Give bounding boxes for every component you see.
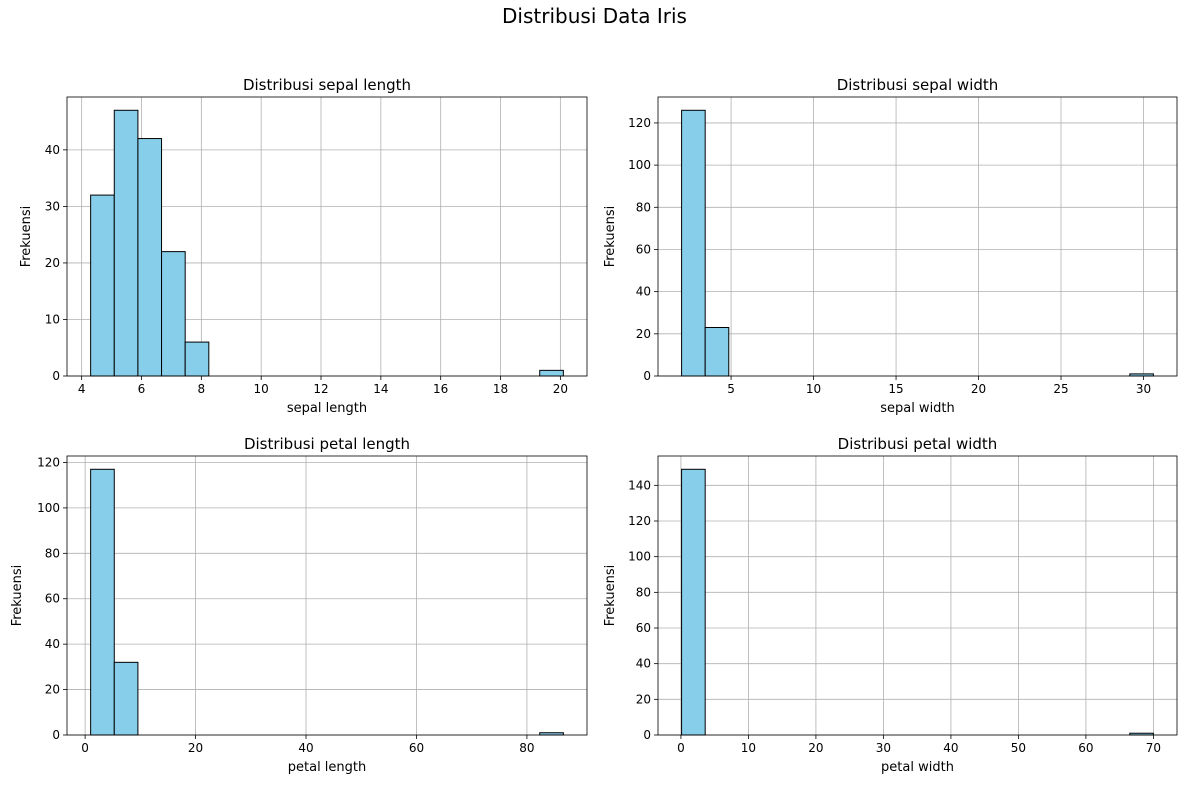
x-tick-label: 20 <box>971 382 986 396</box>
histogram-bar <box>113 661 139 736</box>
x-tick-label: 20 <box>188 741 203 755</box>
subplot-petal-length: 0 20 40 60 80 0 20 40 60 80 100 120 Distribusi petal… <box>10 435 588 775</box>
y-axis-label: Frekuensi <box>603 565 618 627</box>
x-tick-label: 4 <box>78 382 86 396</box>
x-tick-label: 40 <box>943 741 958 755</box>
y-tick-label: 80 <box>636 585 651 599</box>
x-tick-label: 30 <box>1136 382 1151 396</box>
y-tick-label: 60 <box>636 242 651 256</box>
histogram-bar <box>184 341 210 377</box>
x-tick-label: 15 <box>888 382 903 396</box>
histogram-bar <box>704 326 730 377</box>
histogram-bar <box>137 138 163 377</box>
histogram-bar <box>681 109 706 377</box>
x-tick-label: 10 <box>806 382 821 396</box>
histogram-bar <box>681 468 706 736</box>
histogram-bar <box>161 251 186 377</box>
y-tick-label: 80 <box>45 546 60 560</box>
histogram-bar <box>90 194 115 377</box>
subplot-title: Distribusi sepal width <box>837 76 999 94</box>
y-tick-label: 100 <box>628 550 651 564</box>
x-tick-label: 12 <box>313 382 328 396</box>
y-tick-label: 100 <box>628 158 651 172</box>
x-tick-label: 20 <box>553 382 568 396</box>
x-tick-label: 0 <box>81 741 89 755</box>
axes-frame <box>657 455 1178 736</box>
x-tick-label: 50 <box>1011 741 1026 755</box>
x-tick-label: 6 <box>138 382 146 396</box>
y-tick-label: 0 <box>52 728 60 742</box>
x-tick-label: 5 <box>727 382 735 396</box>
x-axis-label: sepal length <box>287 401 367 416</box>
y-axis-label: Frekuensi <box>603 206 618 268</box>
x-axis-label: sepal width <box>880 401 955 416</box>
y-tick-label: 120 <box>628 116 651 130</box>
y-tick-label: 60 <box>45 592 60 606</box>
x-tick-label: 25 <box>1053 382 1068 396</box>
x-tick-label: 16 <box>433 382 448 396</box>
subplot-petal-width: 0 10 20 30 40 50 60 70 0 20 40 60 80 100 120 140 Distrib… <box>603 435 1178 775</box>
y-tick-label: 40 <box>45 637 60 651</box>
x-axis-label: petal width <box>881 760 954 775</box>
x-axis-label: petal length <box>288 760 367 775</box>
subplot-title: Distribusi petal width <box>838 435 998 453</box>
x-tick-label: 30 <box>876 741 891 755</box>
subplot-sepal-width: 5 10 15 20 25 30 0 20 40 60 80 100 120 Distribusi sep… <box>603 76 1178 416</box>
subplot-title: Distribusi petal length <box>244 435 410 453</box>
y-tick-label: 40 <box>636 657 651 671</box>
x-tick-label: 10 <box>254 382 269 396</box>
y-axis-label: Frekuensi <box>10 565 25 627</box>
axes-frame <box>66 96 588 377</box>
y-tick-label: 80 <box>636 200 651 214</box>
y-tick-label: 20 <box>45 683 60 697</box>
y-tick-label: 140 <box>628 478 651 492</box>
y-tick-label: 60 <box>636 621 651 635</box>
y-tick-label: 20 <box>45 256 60 270</box>
x-tick-label: 40 <box>298 741 313 755</box>
y-tick-label: 30 <box>45 199 60 213</box>
y-tick-label: 0 <box>52 369 60 383</box>
y-tick-label: 40 <box>45 143 60 157</box>
axes-frame <box>66 455 588 736</box>
x-tick-label: 10 <box>741 741 756 755</box>
y-tick-label: 120 <box>628 514 651 528</box>
x-tick-label: 0 <box>677 741 685 755</box>
x-tick-label: 8 <box>198 382 206 396</box>
y-tick-label: 20 <box>636 692 651 706</box>
x-tick-label: 20 <box>808 741 823 755</box>
histogram-bar <box>113 109 139 377</box>
x-tick-label: 70 <box>1146 741 1161 755</box>
y-tick-label: 40 <box>636 285 651 299</box>
y-tick-label: 100 <box>37 501 60 515</box>
subplot-title: Distribusi sepal length <box>243 76 411 94</box>
y-tick-label: 10 <box>45 312 60 326</box>
x-tick-label: 18 <box>493 382 508 396</box>
histogram-bar <box>90 468 115 736</box>
y-tick-label: 20 <box>636 327 651 341</box>
y-tick-label: 0 <box>643 369 651 383</box>
x-tick-label: 80 <box>519 741 534 755</box>
y-axis-label: Frekuensi <box>19 206 34 268</box>
x-tick-label: 14 <box>373 382 388 396</box>
y-tick-label: 0 <box>643 728 651 742</box>
axes-frame <box>657 96 1178 377</box>
y-tick-label: 120 <box>37 455 60 469</box>
subplot-sepal-length: 4 6 8 10 12 14 16 18 20 0 10 20 30 40 Distribusi sepal… <box>19 76 588 416</box>
x-tick-label: 60 <box>1078 741 1093 755</box>
histogram-bar <box>539 369 564 377</box>
figure-title: Distribusi Data Iris <box>502 4 687 28</box>
x-tick-label: 60 <box>409 741 424 755</box>
